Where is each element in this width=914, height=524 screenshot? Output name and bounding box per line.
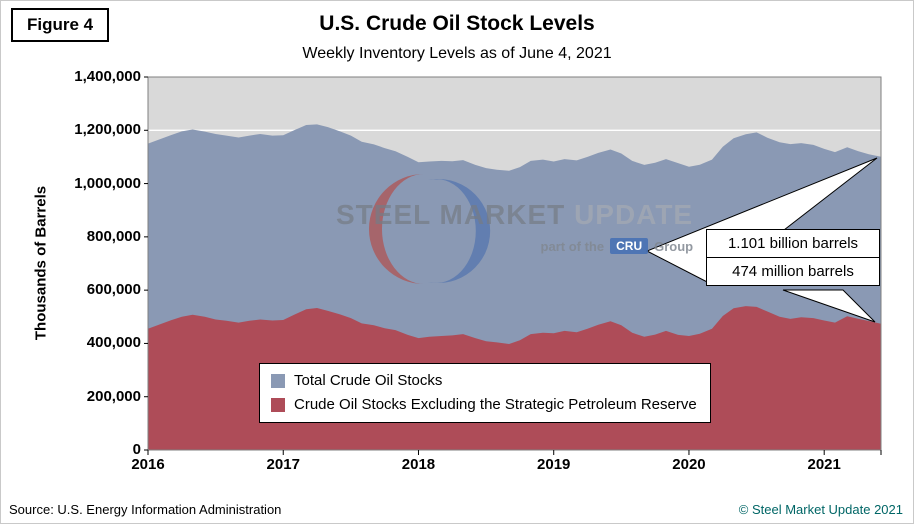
plot-border [147, 76, 882, 451]
x-axis-label: 2018 [401, 456, 436, 473]
copyright-notice: © Steel Market Update 2021 [738, 502, 903, 517]
y-axis-label: 1,200,000 [74, 121, 141, 139]
callout-total-stocks: 1.101 billion barrels [706, 229, 880, 258]
legend-swatch-excluding-spr [271, 397, 285, 412]
y-axis-label: 200,000 [86, 387, 141, 405]
chart-legend: Total Crude Oil Stocks Crude Oil Stocks … [259, 363, 711, 423]
callout-arrow-excluding-spr [782, 289, 876, 323]
legend-swatch-total [271, 373, 285, 388]
y-axis-label: 400,000 [86, 334, 141, 352]
callout-arrow-total [645, 157, 878, 286]
legend-label-excluding-spr: Crude Oil Stocks Excluding the Strategic… [294, 396, 697, 413]
x-axis-label: 2017 [266, 456, 300, 473]
x-axis-label: 2020 [672, 456, 706, 473]
y-axis-label: 800,000 [86, 227, 141, 245]
legend-item-excluding-spr: Crude Oil Stocks Excluding the Strategic… [271, 396, 697, 413]
y-axis-label: 1,400,000 [74, 68, 141, 85]
legend-label-total: Total Crude Oil Stocks [294, 372, 443, 389]
callout-excluding-spr: 474 million barrels [706, 257, 880, 286]
figure-number-badge: Figure 4 [11, 8, 110, 42]
y-axis-label: 600,000 [86, 281, 141, 299]
legend-item-total: Total Crude Oil Stocks [271, 372, 697, 389]
y-axis-label: 0 [132, 441, 141, 458]
chart-title: U.S. Crude Oil Stock Levels [319, 12, 595, 35]
source-attribution: Source: U.S. Energy Information Administ… [9, 502, 282, 517]
x-axis-label: 2021 [807, 456, 841, 473]
y-axis-label: 1,000,000 [74, 174, 141, 192]
x-axis-label: 2019 [537, 456, 571, 473]
chart-subtitle: Weekly Inventory Levels as of June 4, 20… [302, 45, 612, 62]
x-axis-label: 2016 [131, 456, 165, 473]
